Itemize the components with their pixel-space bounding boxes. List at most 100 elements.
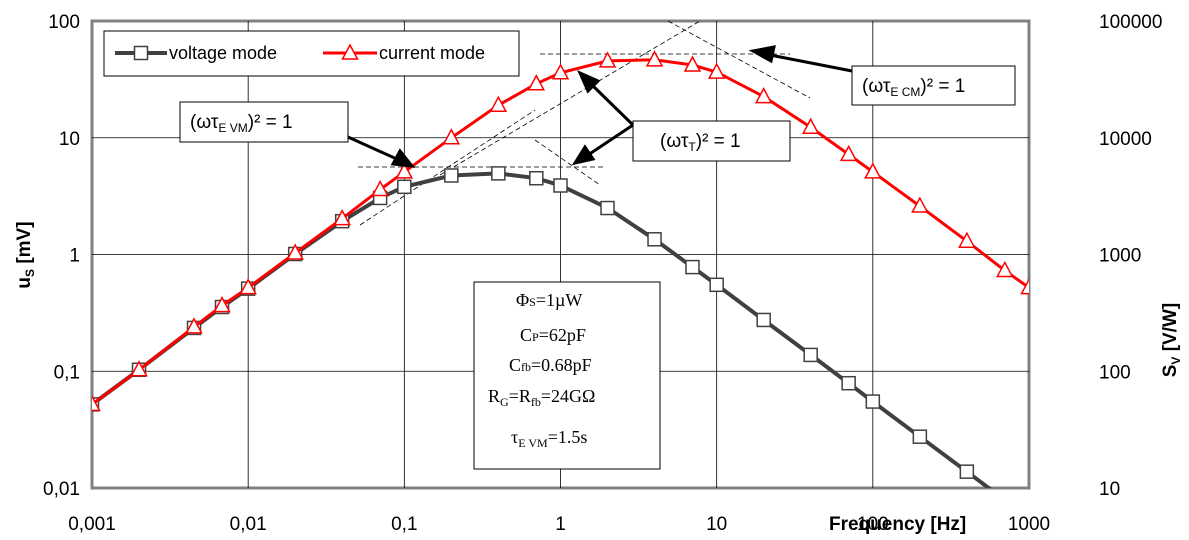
data-point: [529, 170, 544, 186]
series-layer: [92, 50, 1029, 506]
data-point: [864, 162, 882, 179]
data-point: [709, 277, 724, 293]
series-current-mode: [92, 50, 1029, 412]
data-point: [841, 375, 856, 391]
data-point: [527, 74, 546, 91]
data-point: [600, 200, 615, 216]
x-tick-label: 1000: [1008, 514, 1050, 535]
annotation-arrows: [347, 45, 853, 168]
arrow-vm-corner: [347, 135, 400, 162]
parameter-box: ΦS=1µW CP=62pF Cfb=0.68pF RG=Rfb=24GΩ τE…: [473, 281, 661, 470]
guide-vm-rise: [359, 109, 536, 226]
x-tick-label: 0,001: [68, 514, 116, 535]
data-point: [130, 360, 148, 377]
annotation-vm-corner-box: [179, 101, 349, 143]
data-point: [489, 95, 508, 112]
x-axis-title: Frequency [Hz]: [829, 514, 966, 535]
data-point: [397, 179, 412, 195]
x-tick-label: 100: [857, 514, 889, 535]
guide-rise: [439, 20, 701, 176]
y-left-tick-label: 1: [69, 246, 80, 267]
data-point: [683, 55, 702, 72]
data-point: [371, 179, 389, 197]
param-rg: RG=Rfb=24GΩ: [488, 386, 595, 409]
y-left-tick-label: 0,01: [43, 479, 80, 500]
y-right-tick-label: 10000: [1099, 129, 1152, 150]
y-right-tick-label: 10: [1099, 479, 1120, 500]
arrowhead-t-corner-up: [577, 70, 601, 94]
legend-label-voltage-mode: voltage mode: [169, 43, 277, 63]
annotation-vm-corner-label: (ωτE VM)² = 1: [190, 112, 293, 135]
data-point: [959, 464, 975, 479]
y-left-tick-label: 10: [59, 129, 80, 150]
asymptote-lines: [358, 20, 811, 226]
legend-box: [103, 30, 520, 77]
param-phi: ΦS=1µW: [516, 290, 582, 310]
data-point: [92, 394, 101, 412]
data-point: [865, 394, 881, 409]
y-axis-right-title: SV [V/W]: [1160, 303, 1183, 378]
arrow-cm-corner: [769, 53, 853, 73]
annotation-cm-corner-box: [851, 65, 1016, 106]
data-point: [707, 62, 726, 79]
data-point: [801, 117, 820, 135]
x-tick-label: 0,1: [391, 514, 417, 535]
tick-labels: 0,001 0,01 0,1 1 10 100 1000 0,01 0,1 1 10 100 10 100…: [43, 12, 1162, 535]
data-point: [839, 144, 858, 162]
y-left-tick-label: 0,1: [54, 362, 80, 383]
annotation-cm-corner: (ωτE CM)² = 1: [851, 65, 1016, 106]
data-point: [685, 259, 700, 275]
data-point: [551, 63, 570, 80]
guide-vm-fall: [534, 139, 601, 186]
legend-swatch-voltage-marker: [133, 45, 149, 61]
data-point: [239, 278, 257, 295]
param-tau: τE VM=1.5s: [511, 427, 587, 450]
x-tick-label: 0,01: [230, 514, 267, 535]
param-cp: CP=62pF: [520, 325, 586, 345]
data-point: [645, 50, 664, 67]
y-right-tick-label: 100: [1099, 362, 1131, 383]
data-point: [185, 317, 203, 334]
annotation-t-corner: (ωτT)² = 1: [632, 120, 791, 162]
data-point: [754, 87, 773, 104]
parameter-box-frame: [473, 281, 661, 470]
arrow-t-corner-down: [587, 123, 634, 157]
data-point: [213, 296, 231, 313]
data-point: [998, 493, 1011, 506]
annotation-t-corner-label: (ωτT)² = 1: [660, 131, 741, 154]
arrowhead-vm-corner: [390, 148, 416, 168]
arrowhead-cm-corner: [748, 45, 776, 64]
annotation-vm-corner: (ωτE VM)² = 1: [179, 101, 349, 143]
data-point: [1020, 278, 1029, 295]
data-point: [553, 178, 568, 193]
legend-swatch-current-marker: [341, 43, 359, 60]
data-point: [911, 196, 929, 213]
data-point: [395, 162, 414, 179]
y-right-tick-label: 100000: [1099, 12, 1162, 33]
data-point: [286, 243, 304, 260]
guide-fall: [667, 20, 811, 99]
param-cfb: Cfb=0.68pF: [509, 355, 592, 375]
data-point: [958, 231, 976, 248]
x-tick-label: 10: [706, 514, 727, 535]
legend: voltage mode current mode: [103, 30, 520, 77]
data-point: [996, 260, 1014, 278]
x-tick-label: 1: [555, 514, 566, 535]
data-point: [912, 429, 928, 444]
annotation-t-corner-box: [632, 120, 791, 162]
data-point: [491, 166, 506, 181]
legend-label-current-mode: current mode: [379, 43, 485, 63]
data-point: [333, 209, 351, 226]
y-left-tick-label: 100: [48, 12, 80, 33]
y-axis-left-title: uS [mV]: [14, 221, 37, 288]
arrowhead-t-corner-down: [571, 144, 596, 166]
data-point: [598, 51, 617, 68]
y-right-tick-label: 1000: [1099, 246, 1141, 267]
data-point: [803, 347, 818, 363]
arrow-t-corner-up: [589, 82, 635, 127]
data-point: [442, 128, 461, 145]
annotation-cm-corner-label: (ωτE CM)² = 1: [862, 76, 965, 99]
data-point: [647, 232, 662, 247]
data-point: [444, 168, 459, 183]
